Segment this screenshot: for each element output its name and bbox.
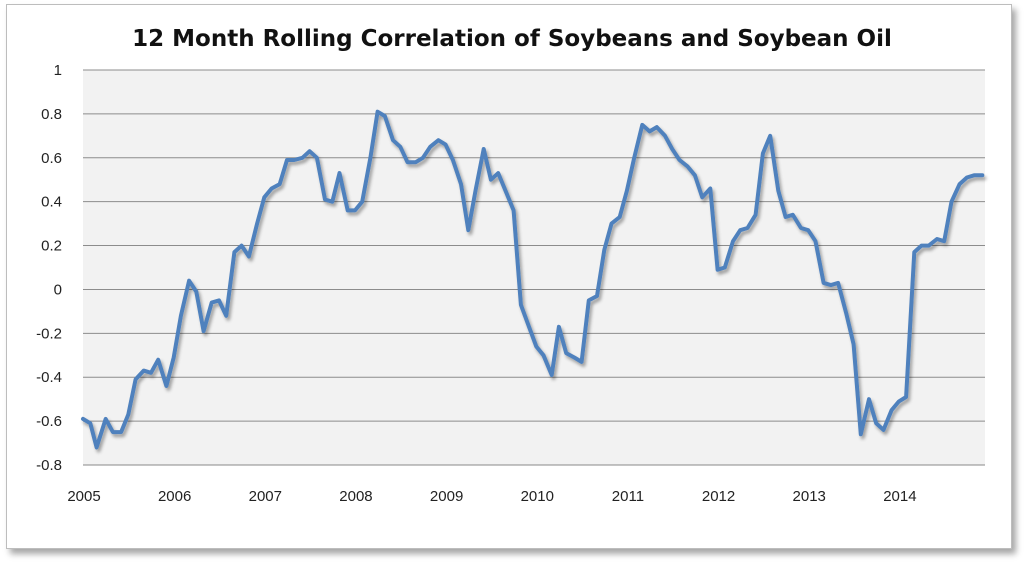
series-group bbox=[81, 109, 985, 450]
y-tick-label: 0.6 bbox=[41, 150, 62, 167]
y-tick-label: 0.2 bbox=[41, 238, 62, 255]
x-tick-label: 2011 bbox=[612, 488, 644, 505]
y-tick-label: 0.4 bbox=[41, 194, 62, 211]
x-tick-label: 2005 bbox=[67, 488, 100, 505]
x-tick-label: 2008 bbox=[339, 488, 372, 505]
x-tick-label: 2013 bbox=[793, 488, 826, 505]
chart-title: 12 Month Rolling Correlation of Soybeans… bbox=[132, 26, 892, 52]
y-tick-label: -0.2 bbox=[36, 325, 62, 342]
x-tick-label: 2012 bbox=[702, 488, 735, 505]
y-tick-label: -0.6 bbox=[36, 413, 62, 430]
y-tick-label: -0.4 bbox=[36, 369, 62, 386]
plot-area bbox=[83, 70, 985, 465]
y-tick-label: 0 bbox=[54, 281, 62, 298]
y-tick-label: 1 bbox=[54, 62, 62, 79]
y-tick-label: 0.8 bbox=[41, 106, 62, 123]
x-tick-label: 2009 bbox=[430, 488, 463, 505]
x-tick-label: 2014 bbox=[883, 488, 916, 505]
y-tick-label: -0.8 bbox=[36, 457, 62, 474]
x-tick-label: 2006 bbox=[158, 488, 191, 505]
x-tick-label: 2007 bbox=[249, 488, 282, 505]
gridlines bbox=[83, 69, 985, 466]
series-line bbox=[81, 109, 985, 450]
y-axis-ticks: 1 0.8 0.6 0.4 0.2 0 -0.2 -0.4 -0.6 -0.8 bbox=[36, 62, 62, 474]
x-tick-label: 2010 bbox=[521, 488, 554, 505]
x-axis-ticks: 2005 2006 2007 2008 2009 2010 2011 2012 2013 2014 bbox=[67, 488, 916, 505]
